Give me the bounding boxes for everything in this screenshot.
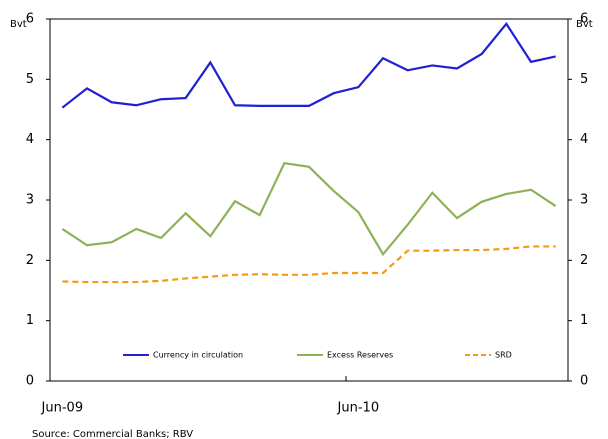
y2-tick-label: 0 [580,374,588,389]
y-tick-label: 1 [26,313,34,328]
y-tick-label: 5 [26,72,34,87]
series-line [62,245,556,284]
series-line [61,21,556,109]
legend-label: Currency in circulation [153,351,243,360]
y2-tick-label: 1 [580,313,588,328]
y-tick-label: 6 [26,12,34,27]
y2-tick-label: 3 [580,193,588,208]
x-tick-label: Jun-10 [337,401,380,416]
y-tick-label: 3 [26,193,34,208]
y-tick-label: 4 [26,132,34,147]
y-tick-label: 2 [26,253,34,268]
legend-label: SRD [495,351,512,360]
series-line [61,161,557,257]
y-axis-label: Bvt [10,19,27,30]
y2-tick-label: 6 [580,12,588,27]
y2-tick-label: 5 [580,72,588,87]
x-tick-label: Jun-09 [41,401,84,416]
source: Source: Commercial Banks; RBV [32,429,193,439]
y-tick-label: 0 [26,374,34,389]
legend-label: Excess Reserves [327,351,393,360]
y2-axis-label: Bvt [576,19,593,30]
y2-tick-label: 2 [580,253,588,268]
y2-tick-label: 4 [580,132,588,147]
